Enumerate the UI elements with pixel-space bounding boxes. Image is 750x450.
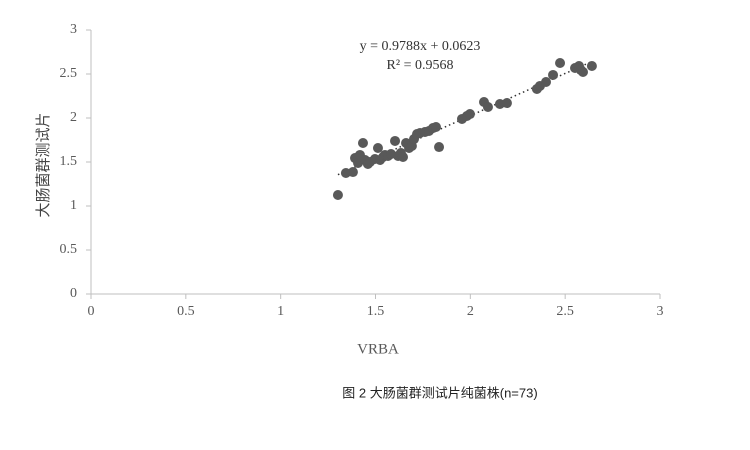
point bbox=[577, 66, 588, 77]
point bbox=[548, 69, 559, 80]
x-tick-label: 0.5 bbox=[177, 304, 195, 319]
x-tick-label: 1 bbox=[277, 304, 284, 319]
point bbox=[357, 137, 368, 148]
point bbox=[501, 98, 512, 109]
point bbox=[431, 121, 442, 132]
y-tick-label: 0 bbox=[70, 286, 77, 301]
point bbox=[541, 77, 552, 88]
x-axis-label: VRBA bbox=[357, 341, 399, 357]
x-tick-label: 1.5 bbox=[367, 304, 385, 319]
point bbox=[347, 167, 358, 178]
x-tick-label: 2 bbox=[467, 304, 474, 319]
point bbox=[482, 102, 493, 112]
caption: 图 2 大肠菌群测试片纯菌株(n=73) bbox=[342, 385, 537, 400]
x-tick-label: 2.5 bbox=[556, 304, 574, 319]
point bbox=[332, 190, 343, 200]
equation: y = 0.9788x + 0.0623 bbox=[360, 39, 481, 54]
y-tick-label: 1 bbox=[70, 198, 77, 213]
point bbox=[464, 109, 475, 120]
point bbox=[390, 135, 401, 146]
point bbox=[555, 58, 566, 68]
x-tick-label: 0 bbox=[88, 304, 95, 319]
y-tick-label: 2 bbox=[70, 110, 77, 125]
y-tick-label: 2.5 bbox=[60, 66, 78, 81]
point bbox=[434, 142, 445, 153]
point bbox=[586, 60, 597, 71]
y-axis-label: 大肠菌群测试片 bbox=[34, 112, 52, 217]
y-tick-label: 1.5 bbox=[60, 154, 78, 169]
y-tick-label: 0.5 bbox=[60, 242, 78, 257]
point bbox=[372, 143, 383, 154]
y-tick-label: 3 bbox=[70, 22, 77, 37]
r-squared: R² = 0.9568 bbox=[387, 58, 454, 73]
point bbox=[398, 151, 409, 162]
x-tick-label: 3 bbox=[657, 304, 664, 319]
